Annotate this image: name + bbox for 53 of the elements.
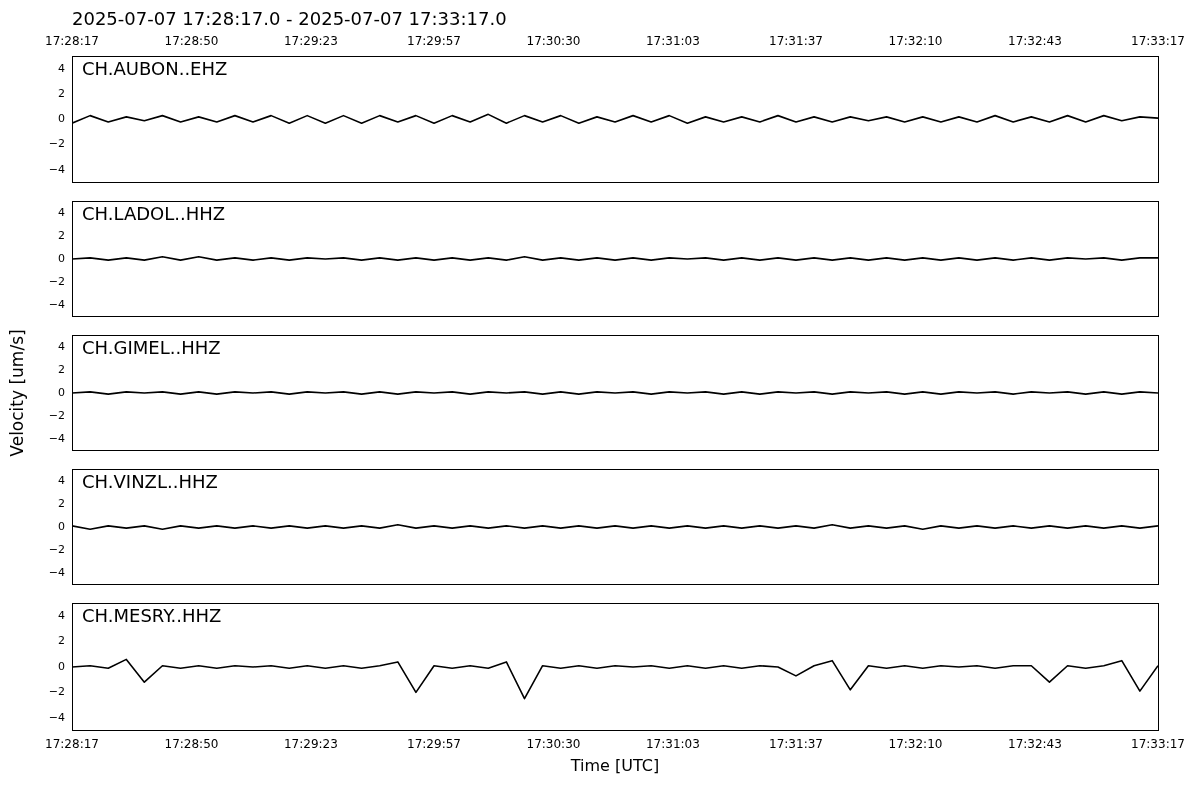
y-tick-label: 4 bbox=[58, 61, 65, 75]
x-tick-label: 17:28:17 bbox=[45, 736, 99, 751]
x-tick-label: 17:33:17 bbox=[1131, 34, 1185, 49]
x-tick-label: 17:31:03 bbox=[645, 736, 700, 751]
x-tick-label: 17:31:37 bbox=[769, 736, 823, 751]
y-tick-label: −4 bbox=[48, 565, 65, 579]
x-tick-label: 17:28:50 bbox=[164, 34, 219, 49]
series-label: CH.GIMEL..HHZ bbox=[82, 337, 221, 359]
y-tick-label: 0 bbox=[58, 385, 65, 399]
y-tick-label: −4 bbox=[48, 710, 65, 724]
y-tick-label: 2 bbox=[58, 362, 65, 376]
x-tick-label: 17:32:43 bbox=[1007, 736, 1062, 751]
y-tick-label: 2 bbox=[58, 228, 65, 242]
y-tick-label: 4 bbox=[58, 609, 65, 623]
x-tick-label: 17:28:17 bbox=[45, 34, 99, 49]
y-tick-label: 2 bbox=[58, 634, 65, 648]
y-tick-label: 0 bbox=[58, 251, 65, 265]
x-tick-label: 17:32:10 bbox=[888, 736, 943, 751]
chart-title: 2025-07-07 17:28:17.0 - 2025-07-07 17:33:17.0 bbox=[71, 8, 508, 31]
y-tick-label: −4 bbox=[48, 297, 65, 311]
x-tick-label: 17:29:57 bbox=[407, 34, 461, 49]
series-label: CH.VINZL..HHZ bbox=[82, 471, 218, 493]
y-tick-label: −4 bbox=[48, 162, 65, 176]
y-tick-label: 0 bbox=[58, 112, 65, 126]
y-tick-label: −2 bbox=[48, 408, 65, 422]
y-tick-label: 4 bbox=[58, 339, 65, 353]
x-tick-label: 17:28:50 bbox=[164, 736, 219, 751]
series-label: CH.LADOL..HHZ bbox=[82, 203, 226, 225]
x-tick-label: 17:30:30 bbox=[526, 736, 581, 751]
y-tick-label: 2 bbox=[58, 87, 65, 101]
y-axis-title: Velocity [um/s] bbox=[6, 329, 27, 457]
text: CH.AUBON..EHZ bbox=[82, 58, 228, 80]
x-tick-label: 17:32:43 bbox=[1007, 34, 1062, 49]
y-tick-label: 0 bbox=[58, 519, 65, 533]
x-tick-label: 17:31:37 bbox=[769, 34, 823, 49]
x-tick-label: 17:32:10 bbox=[888, 34, 943, 49]
y-tick-label: −2 bbox=[48, 685, 65, 699]
y-tick-label: 0 bbox=[58, 659, 65, 673]
x-tick-label: 17:30:30 bbox=[526, 34, 581, 49]
y-tick-label: −2 bbox=[48, 542, 65, 556]
x-tick-label: 17:29:23 bbox=[283, 34, 338, 49]
x-tick-label: 17:31:03 bbox=[645, 34, 700, 49]
y-tick-label: −2 bbox=[48, 274, 65, 288]
y-tick-label: −2 bbox=[48, 137, 65, 151]
x-tick-label: 17:29:57 bbox=[407, 736, 461, 751]
x-axis-title: Time [UTC] bbox=[569, 755, 660, 775]
x-tick-label: 17:33:17 bbox=[1131, 736, 1185, 751]
x-tick-label: 17:29:23 bbox=[283, 736, 338, 751]
text: CH.MESRY..HHZ bbox=[82, 605, 222, 627]
y-tick-label: 4 bbox=[58, 473, 65, 487]
y-tick-label: −4 bbox=[48, 431, 65, 445]
y-tick-label: 2 bbox=[58, 496, 65, 510]
y-tick-label: 4 bbox=[58, 205, 65, 219]
